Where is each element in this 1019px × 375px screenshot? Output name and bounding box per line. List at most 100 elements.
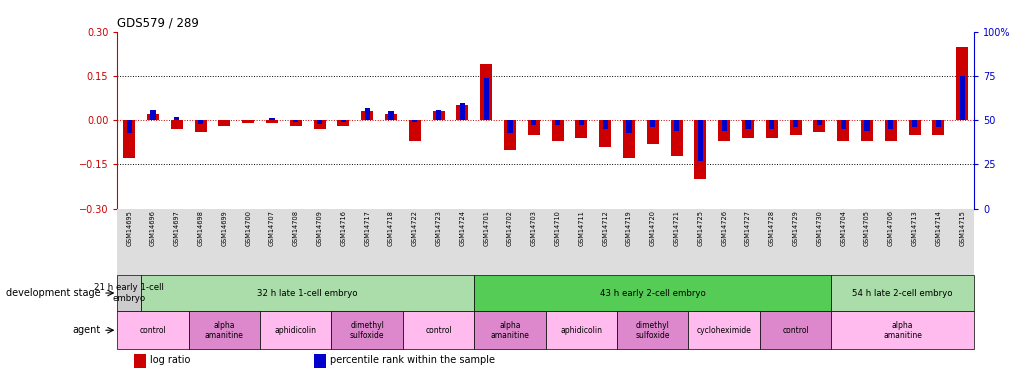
Bar: [361, 111, 373, 120]
Text: 43 h early 2-cell embryo: 43 h early 2-cell embryo: [599, 288, 705, 297]
Bar: [688, 311, 759, 349]
Bar: [126, 120, 131, 132]
Bar: [260, 311, 331, 349]
Bar: [959, 76, 964, 120]
Bar: [888, 120, 893, 129]
Bar: [765, 120, 777, 138]
Bar: [956, 46, 967, 120]
Bar: [474, 275, 830, 311]
Text: GSM14717: GSM14717: [364, 210, 370, 246]
Bar: [314, 120, 325, 129]
Bar: [908, 120, 920, 135]
Bar: [189, 311, 260, 349]
Bar: [816, 120, 821, 126]
Bar: [432, 111, 444, 120]
Bar: [768, 120, 773, 129]
Bar: [626, 120, 631, 132]
Text: GSM14696: GSM14696: [150, 210, 156, 246]
Text: 21 h early 1-cell
embryo: 21 h early 1-cell embryo: [94, 284, 164, 303]
Text: GSM14706: GSM14706: [887, 210, 893, 246]
Bar: [616, 311, 688, 349]
Text: GSM14699: GSM14699: [221, 210, 227, 246]
Text: GSM14720: GSM14720: [649, 210, 655, 246]
Bar: [792, 120, 798, 127]
Bar: [551, 120, 562, 141]
Text: alpha
amanitine: alpha amanitine: [490, 321, 529, 340]
Bar: [575, 120, 587, 138]
Text: alpha
amanitine: alpha amanitine: [205, 321, 244, 340]
Bar: [150, 110, 156, 120]
Text: control: control: [782, 326, 808, 335]
Text: GSM14727: GSM14727: [744, 210, 750, 246]
Bar: [314, 354, 325, 368]
Text: GDS579 / 289: GDS579 / 289: [117, 16, 199, 29]
Bar: [292, 120, 299, 122]
Bar: [331, 311, 403, 349]
Text: GSM14725: GSM14725: [697, 210, 703, 246]
Text: dimethyl
sulfoxide: dimethyl sulfoxide: [350, 321, 384, 340]
Bar: [911, 120, 916, 127]
Bar: [243, 120, 254, 123]
Text: cycloheximide: cycloheximide: [696, 326, 751, 335]
Bar: [474, 311, 545, 349]
Bar: [340, 120, 345, 122]
Text: GSM14708: GSM14708: [292, 210, 299, 246]
Bar: [198, 120, 203, 124]
Bar: [141, 275, 474, 311]
Text: GSM14718: GSM14718: [387, 210, 393, 246]
Bar: [720, 120, 727, 131]
Bar: [694, 120, 705, 179]
Text: GSM14714: GSM14714: [934, 210, 941, 246]
Bar: [195, 120, 206, 132]
Bar: [759, 311, 830, 349]
Bar: [649, 120, 655, 127]
Text: GSM14712: GSM14712: [601, 210, 607, 246]
Text: control: control: [425, 326, 451, 335]
Bar: [830, 311, 973, 349]
Text: GSM14713: GSM14713: [911, 210, 917, 246]
Bar: [578, 120, 584, 126]
Bar: [789, 120, 801, 135]
Text: GSM14701: GSM14701: [483, 210, 489, 246]
Bar: [717, 120, 730, 141]
Bar: [460, 102, 465, 120]
Bar: [117, 275, 141, 311]
Bar: [123, 120, 135, 159]
Text: GSM14722: GSM14722: [412, 210, 418, 246]
Text: GSM14726: GSM14726: [720, 210, 727, 246]
Bar: [480, 64, 491, 120]
Text: GSM14698: GSM14698: [198, 210, 204, 246]
Bar: [403, 311, 474, 349]
Text: development stage: development stage: [6, 288, 101, 298]
Bar: [545, 311, 616, 349]
Text: GSM14695: GSM14695: [126, 210, 132, 246]
Bar: [934, 120, 941, 127]
Text: GSM14710: GSM14710: [554, 210, 560, 246]
Bar: [745, 120, 750, 129]
Bar: [646, 120, 658, 144]
Text: GSM14700: GSM14700: [245, 210, 251, 246]
Text: GSM14709: GSM14709: [316, 210, 322, 246]
Text: GSM14721: GSM14721: [673, 210, 679, 246]
Text: aphidicolin: aphidicolin: [274, 326, 317, 335]
Bar: [483, 78, 488, 120]
Text: GSM14704: GSM14704: [840, 210, 846, 246]
Bar: [837, 120, 848, 141]
Bar: [503, 120, 516, 150]
Bar: [269, 118, 274, 120]
Text: GSM14723: GSM14723: [435, 210, 441, 246]
Text: GSM14730: GSM14730: [815, 210, 821, 246]
Bar: [289, 120, 302, 126]
Bar: [506, 120, 513, 132]
Bar: [435, 110, 441, 120]
Bar: [171, 120, 182, 129]
Text: GSM14728: GSM14728: [768, 210, 774, 246]
Text: GSM14729: GSM14729: [792, 210, 798, 246]
Bar: [218, 120, 230, 126]
Text: GSM14697: GSM14697: [173, 210, 179, 246]
Text: GSM14719: GSM14719: [626, 210, 632, 246]
Bar: [388, 111, 393, 120]
Bar: [602, 120, 607, 129]
Text: 32 h late 1-cell embryo: 32 h late 1-cell embryo: [257, 288, 358, 297]
Bar: [117, 311, 189, 349]
